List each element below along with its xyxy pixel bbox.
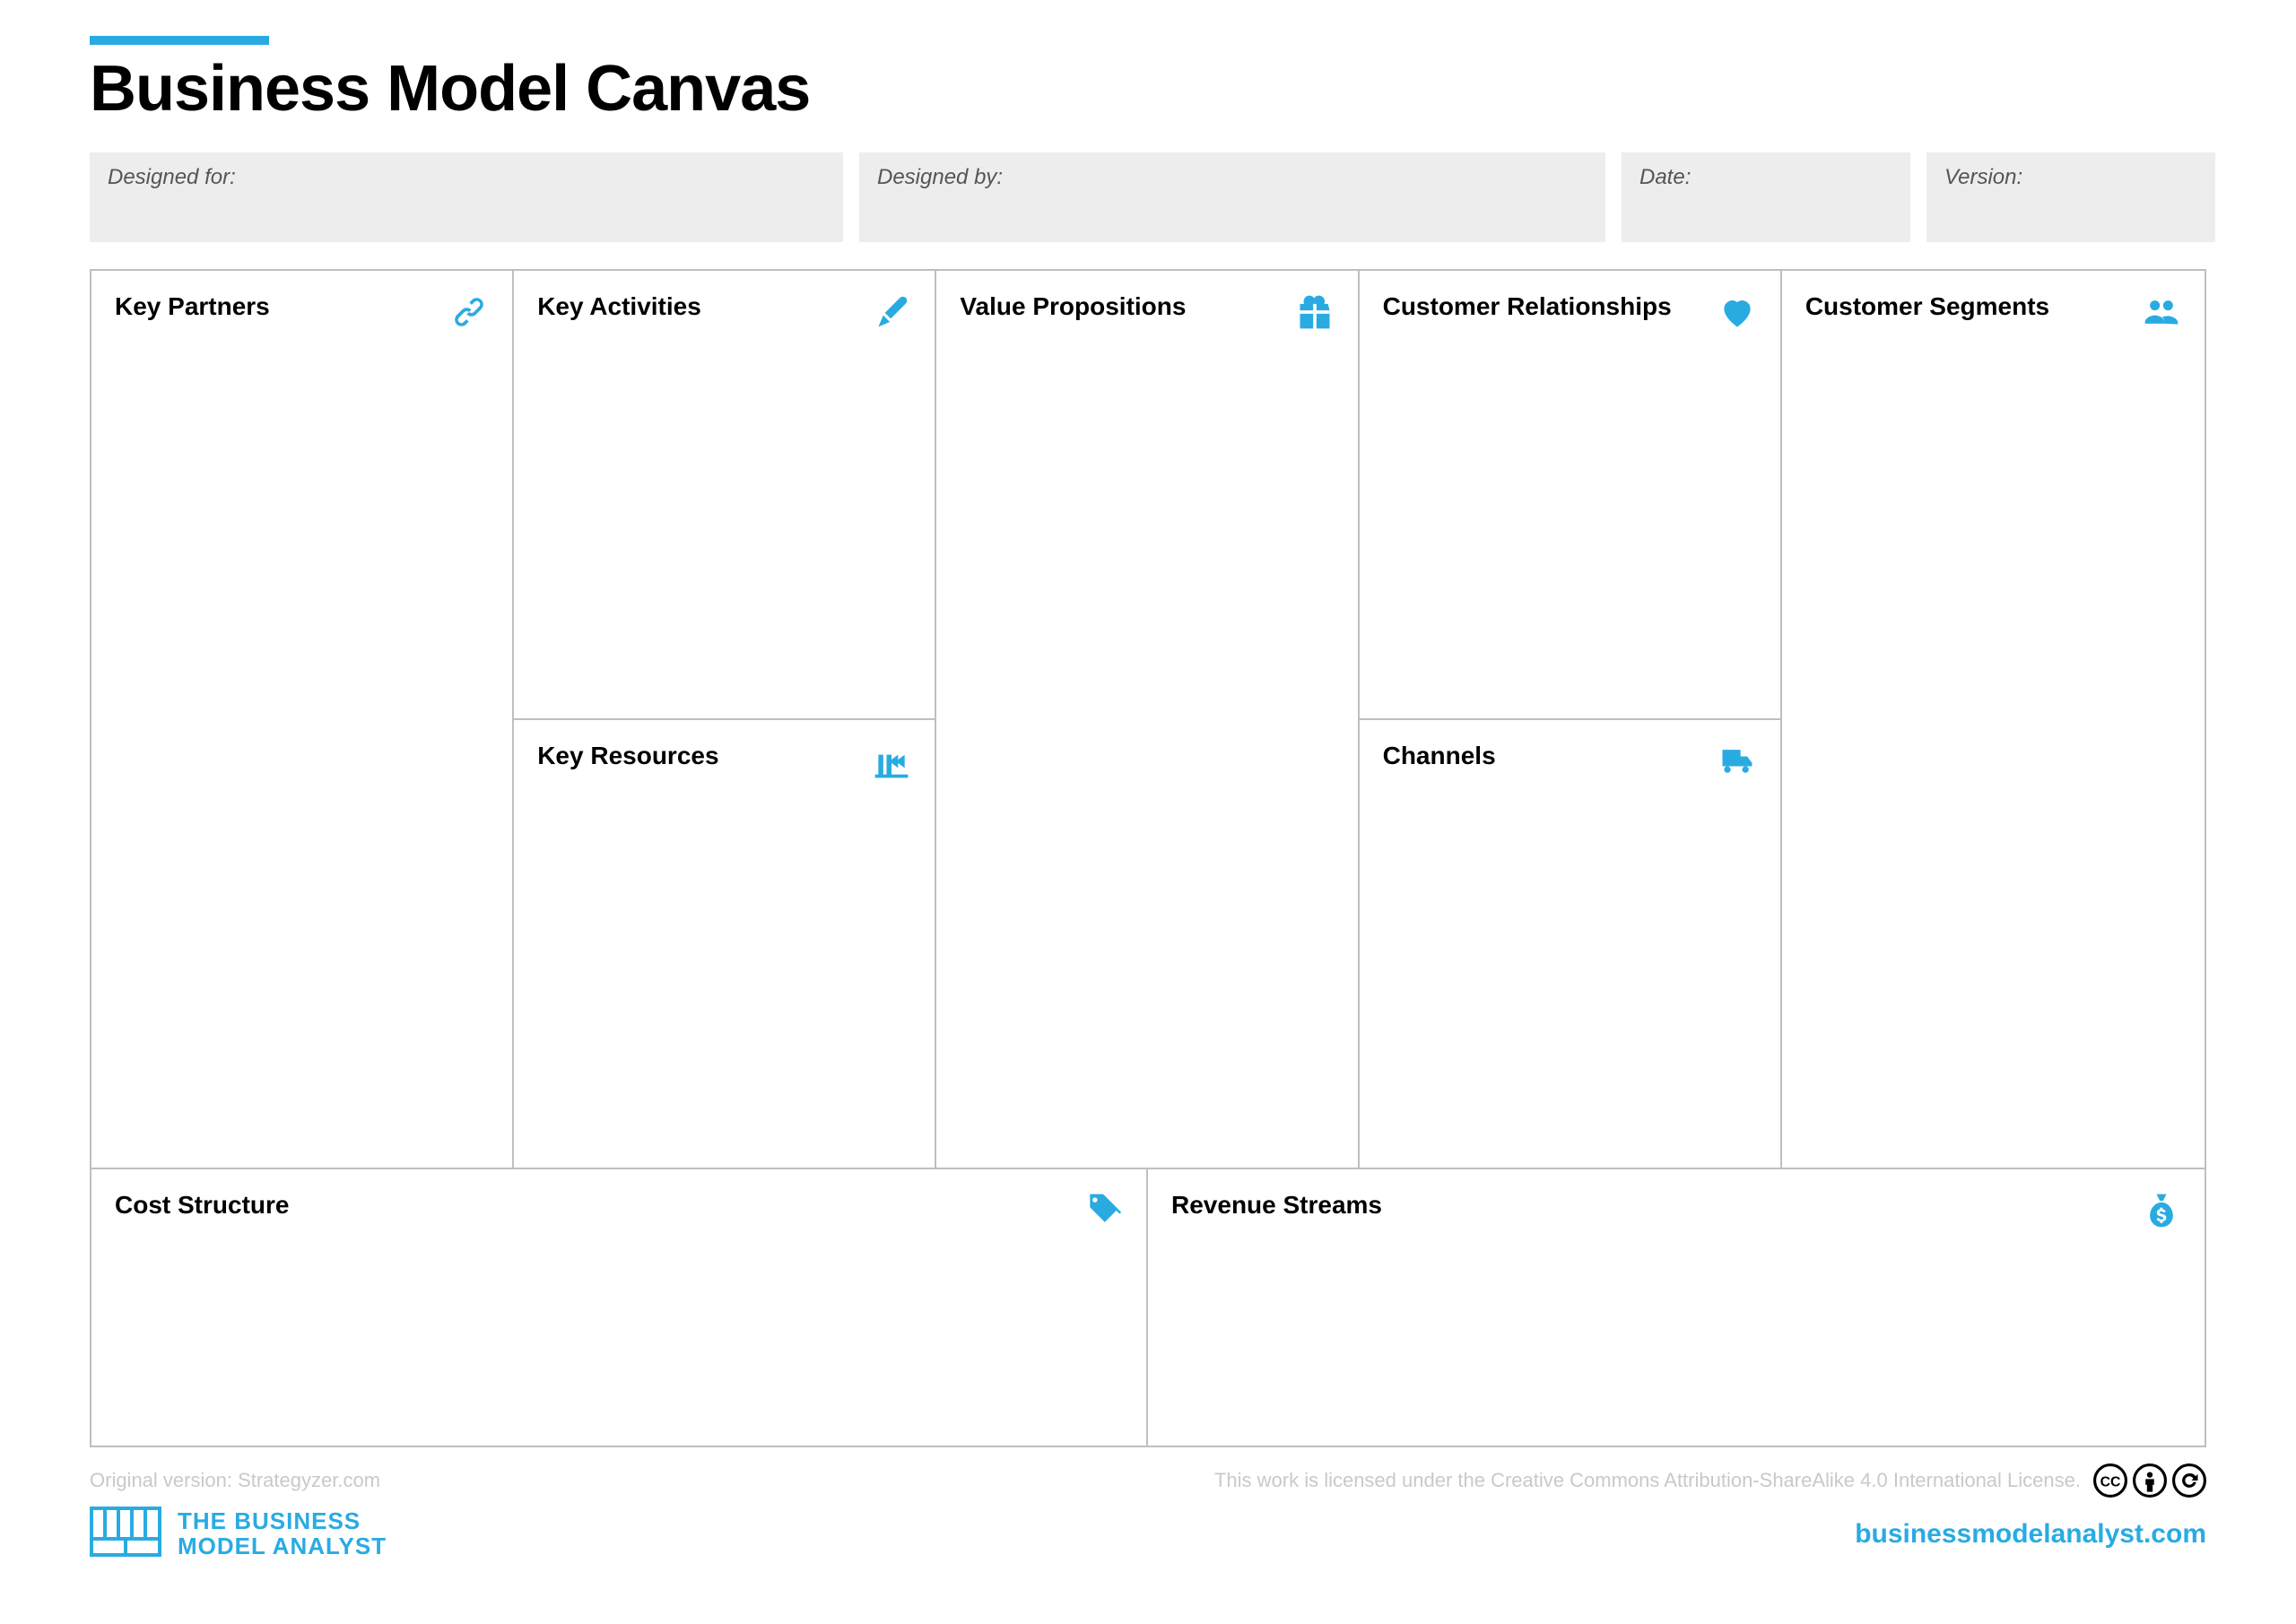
factory-icon [872, 742, 911, 786]
canvas-top: Key Partners Key Activities [91, 271, 2205, 1168]
meta-label: Designed for: [108, 165, 236, 189]
canvas: Key Partners Key Activities [90, 269, 2206, 1447]
page-title: Business Model Canvas [90, 52, 2206, 126]
cc-by-icon [2133, 1463, 2167, 1498]
col-key-activities-resources: Key Activities Key Resources [514, 271, 936, 1168]
brush-icon [872, 292, 911, 336]
tag-icon [1083, 1191, 1123, 1235]
footer-line2: THE BUSINESS MODEL ANALYST businessmodel… [90, 1507, 2206, 1561]
cell-title: Customer Segments [1805, 292, 2049, 321]
cell-header: Customer Relationships [1383, 292, 1757, 336]
meta-label: Designed by: [877, 165, 1003, 189]
cell-customer-segments: Customer Segments [1782, 271, 2205, 1168]
canvas-bottom: Cost Structure Revenue Streams [91, 1168, 2205, 1446]
brand: THE BUSINESS MODEL ANALYST [90, 1507, 387, 1561]
brand-text: THE BUSINESS MODEL ANALYST [178, 1509, 387, 1559]
meta-label: Date: [1639, 165, 1691, 189]
cell-header: Key Activities [537, 292, 911, 336]
cell-key-partners: Key Partners [91, 271, 512, 1168]
cell-cost-structure: Cost Structure [91, 1169, 1148, 1446]
cell-title: Key Activities [537, 292, 701, 321]
cell-key-activities: Key Activities [514, 271, 935, 720]
brand-logo-icon [90, 1507, 161, 1561]
cell-revenue-streams: Revenue Streams [1148, 1169, 2205, 1446]
cell-header: Customer Segments [1805, 292, 2181, 336]
footer: Original version: Strategyzer.com This w… [0, 1447, 2296, 1561]
link-icon [449, 292, 489, 336]
cell-key-resources: Key Resources [514, 720, 935, 1168]
cell-title: Channels [1383, 742, 1496, 770]
gift-icon [1295, 292, 1335, 336]
cell-header: Key Partners [115, 292, 489, 336]
cc-icons: CC [2093, 1463, 2206, 1498]
cell-header: Channels [1383, 742, 1757, 786]
footer-license: This work is licensed under the Creative… [1214, 1469, 2081, 1492]
meta-row: Designed for: Designed by: Date: Version… [90, 152, 2206, 242]
meta-designed-for: Designed for: [90, 152, 843, 242]
site-url: businessmodelanalyst.com [1855, 1519, 2206, 1550]
brand-line1: THE BUSINESS [178, 1509, 387, 1533]
cell-title: Customer Relationships [1383, 292, 1672, 321]
brand-line2: MODEL ANALYST [178, 1534, 387, 1559]
heart-icon [1718, 292, 1757, 336]
meta-version: Version: [1926, 152, 2215, 242]
col-customer-segments: Customer Segments [1782, 271, 2205, 1168]
col-value-propositions: Value Propositions [936, 271, 1359, 1168]
svg-text:CC: CC [2100, 1474, 2121, 1489]
footer-line1: Original version: Strategyzer.com This w… [90, 1463, 2206, 1498]
cell-title: Cost Structure [115, 1191, 289, 1220]
meta-designed-by: Designed by: [859, 152, 1605, 242]
cell-title: Key Partners [115, 292, 270, 321]
cell-customer-relationships: Customer Relationships [1360, 271, 1780, 720]
users-icon [2142, 292, 2181, 336]
col-relationships-channels: Customer Relationships Channels [1360, 271, 1782, 1168]
cell-header: Key Resources [537, 742, 911, 786]
cc-sa-icon [2172, 1463, 2206, 1498]
cell-header: Value Propositions [960, 292, 1334, 336]
cell-channels: Channels [1360, 720, 1780, 1168]
cell-header: Revenue Streams [1171, 1191, 2181, 1235]
cell-title: Key Resources [537, 742, 718, 770]
truck-icon [1718, 742, 1757, 786]
moneybag-icon [2142, 1191, 2181, 1235]
meta-date: Date: [1622, 152, 1910, 242]
cell-header: Cost Structure [115, 1191, 1123, 1235]
cell-title: Revenue Streams [1171, 1191, 1382, 1220]
accent-bar [90, 36, 269, 45]
cell-title: Value Propositions [960, 292, 1186, 321]
page: Business Model Canvas Designed for: Desi… [0, 0, 2296, 1447]
cc-icon: CC [2093, 1463, 2127, 1498]
col-key-partners: Key Partners [91, 271, 514, 1168]
meta-label: Version: [1944, 165, 2022, 189]
cell-value-propositions: Value Propositions [936, 271, 1357, 1168]
footer-original: Original version: Strategyzer.com [90, 1469, 380, 1492]
